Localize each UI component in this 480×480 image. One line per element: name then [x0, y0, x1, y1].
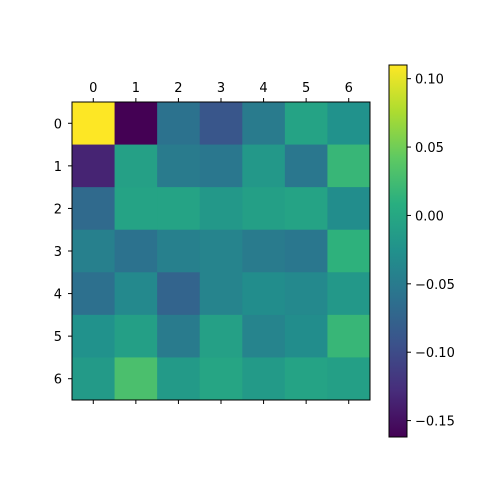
- colorbar-tick-label-2: 0.00: [415, 209, 444, 224]
- colorbar-tick-label-1: 0.05: [415, 141, 444, 156]
- y-tick-label-6: 6: [54, 373, 62, 388]
- y-tick-label-4: 4: [54, 288, 62, 303]
- heatmap-cell-r5-c4: [242, 314, 286, 358]
- heatmap-cell-r4-c4: [242, 272, 286, 316]
- heatmap-cell-r4-c6: [327, 272, 371, 316]
- heatmap-cell-r3-c6: [327, 229, 371, 273]
- heatmap-cell-r5-c5: [284, 314, 328, 358]
- heatmap-cell-r3-c1: [114, 229, 158, 273]
- heatmap-cell-r5-c0: [72, 314, 116, 358]
- heatmap-cell-r6-c5: [284, 357, 328, 401]
- x-tick-label-2: 2: [174, 81, 182, 96]
- heatmap-cells: [72, 102, 371, 401]
- x-tick-label-3: 3: [217, 81, 225, 96]
- heatmap-cell-r0-c2: [157, 102, 201, 146]
- heatmap-cell-r3-c0: [72, 229, 116, 273]
- heatmap-cell-r6-c4: [242, 357, 286, 401]
- y-axis-ticks: 0 1 2 3 4 5 6: [54, 117, 72, 388]
- colorbar-ticks: 0.10 0.05 0.00 −0.05 −0.10 −0.15: [407, 73, 455, 430]
- heatmap-cell-r2-c4: [242, 187, 286, 231]
- heatmap-cell-r0-c1: [114, 102, 158, 146]
- heatmap-cell-r4-c5: [284, 272, 328, 316]
- heatmap-cell-r2-c5: [284, 187, 328, 231]
- heatmap-cell-r4-c3: [199, 272, 243, 316]
- heatmap-cell-r6-c1: [114, 357, 158, 401]
- heatmap-cell-r3-c3: [199, 229, 243, 273]
- heatmap-cell-r1-c0: [72, 144, 116, 188]
- y-tick-label-2: 2: [54, 202, 62, 217]
- y-tick-label-1: 1: [54, 160, 62, 175]
- heatmap-cell-r1-c2: [157, 144, 201, 188]
- heatmap-cell-r1-c1: [114, 144, 158, 188]
- heatmap-cell-r4-c1: [114, 272, 158, 316]
- heatmap-cell-r5-c1: [114, 314, 158, 358]
- heatmap-cell-r1-c6: [327, 144, 371, 188]
- x-axis-ticks: 0 1 2 3 4 5 6: [89, 81, 353, 404]
- heatmap-cell-r1-c3: [199, 144, 243, 188]
- heatmap-cell-r4-c2: [157, 272, 201, 316]
- heatmap-cell-r0-c4: [242, 102, 286, 146]
- heatmap-cell-r6-c0: [72, 357, 116, 401]
- heatmap-cell-r5-c2: [157, 314, 201, 358]
- heatmap-cell-r4-c0: [72, 272, 116, 316]
- heatmap-cell-r3-c5: [284, 229, 328, 273]
- heatmap-cell-r2-c0: [72, 187, 116, 231]
- x-tick-label-4: 4: [259, 81, 267, 96]
- heatmap-cell-r6-c3: [199, 357, 243, 401]
- heatmap-cell-r2-c2: [157, 187, 201, 231]
- heatmap-cell-r0-c5: [284, 102, 328, 146]
- x-tick-label-0: 0: [89, 81, 97, 96]
- colorbar-tick-label-4: −0.10: [415, 346, 455, 361]
- heatmap-cell-r2-c3: [199, 187, 243, 231]
- x-tick-label-1: 1: [132, 81, 140, 96]
- heatmap-cell-r1-c4: [242, 144, 286, 188]
- heatmap-cell-r5-c6: [327, 314, 371, 358]
- colorbar-tick-label-5: −0.15: [415, 415, 455, 430]
- x-tick-label-6: 6: [345, 81, 353, 96]
- colorbar: [388, 64, 408, 438]
- heatmap-cell-r1-c5: [284, 144, 328, 188]
- colorbar-tick-label-0: 0.10: [415, 73, 444, 88]
- heatmap-cell-r6-c6: [327, 357, 371, 401]
- heatmap-cell-r2-c1: [114, 187, 158, 231]
- y-tick-label-3: 3: [54, 245, 62, 260]
- colorbar-tick-label-3: −0.05: [415, 278, 455, 293]
- heatmap-cell-r0-c3: [199, 102, 243, 146]
- heatmap-cell-r6-c2: [157, 357, 201, 401]
- heatmap-cell-r0-c0: [72, 102, 116, 146]
- heatmap-cell-r5-c3: [199, 314, 243, 358]
- heatmap-cell-r3-c4: [242, 229, 286, 273]
- heatmap-cell-r0-c6: [327, 102, 371, 146]
- y-tick-label-5: 5: [54, 330, 62, 345]
- x-tick-label-5: 5: [302, 81, 310, 96]
- heatmap-cell-r3-c2: [157, 229, 201, 273]
- heatmap-cell-r2-c6: [327, 187, 371, 231]
- y-tick-label-0: 0: [54, 117, 62, 132]
